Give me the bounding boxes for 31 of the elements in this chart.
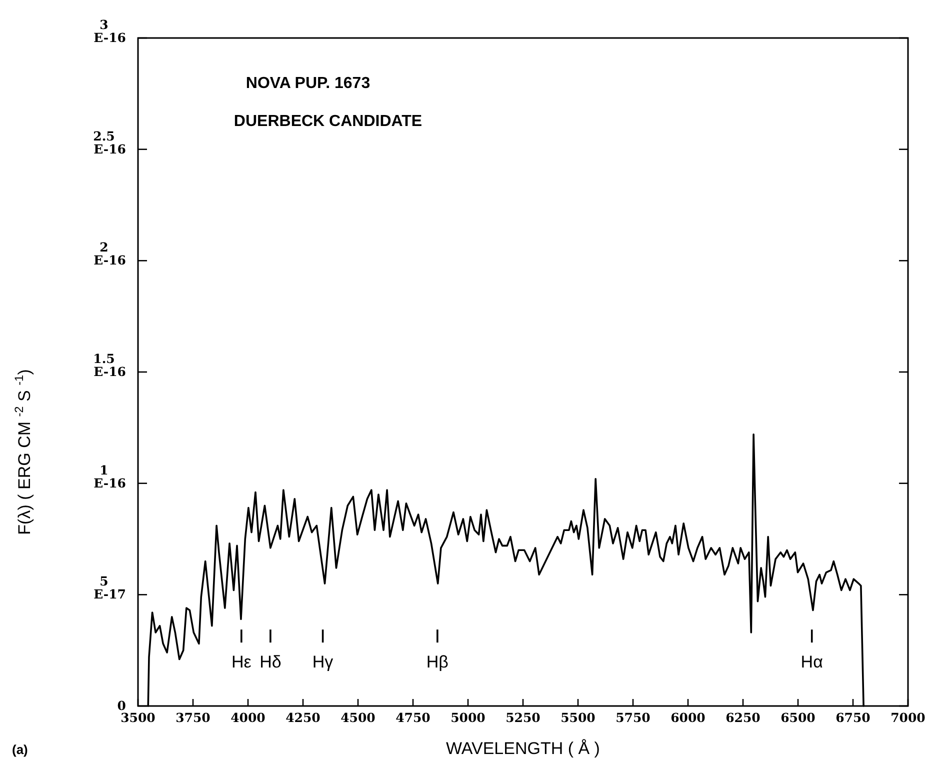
ref-line-label: Hε bbox=[231, 652, 252, 672]
ref-line-label: Hα bbox=[800, 652, 824, 672]
ref-line-label: Hβ bbox=[426, 652, 449, 672]
x-axis-title: WAVELENGTH ( Å ) bbox=[446, 739, 600, 758]
text: (a) bbox=[12, 742, 28, 757]
x-tick-label: 6250 bbox=[726, 710, 761, 725]
x-tick-label: 5000 bbox=[450, 710, 486, 725]
x-tick-label: 7000 bbox=[890, 710, 926, 725]
ref-line-label: Hγ bbox=[312, 652, 334, 672]
x-tick-label: 6000 bbox=[670, 710, 706, 725]
x-tick-label: 4750 bbox=[396, 710, 431, 725]
x-tick-label: 6500 bbox=[780, 710, 816, 725]
y-tick-label: 5E-17 bbox=[94, 574, 126, 602]
y-tick-label: 1.5E-16 bbox=[93, 351, 126, 379]
y-tick-label: 1E-16 bbox=[94, 462, 126, 490]
x-tick-label: 3500 bbox=[120, 710, 156, 725]
x-tick-label: 6750 bbox=[836, 710, 871, 725]
x-tick-label: 5750 bbox=[616, 710, 651, 725]
x-tick-label: 4500 bbox=[340, 710, 376, 725]
text: NOVA PUP. 1673 bbox=[246, 75, 370, 92]
ref-line-label: Hδ bbox=[260, 652, 282, 672]
x-tick-label: 3750 bbox=[176, 710, 211, 725]
x-tick-label: 4250 bbox=[286, 710, 321, 725]
text: DUERBECK CANDIDATE bbox=[234, 113, 422, 130]
y-tick-label: 3E-16 bbox=[94, 17, 126, 45]
x-tick-label: 5250 bbox=[506, 710, 541, 725]
y-tick-label: 2E-16 bbox=[94, 240, 126, 268]
x-tick-label: 4000 bbox=[230, 710, 266, 725]
x-tick-label: 5500 bbox=[560, 710, 596, 725]
y-tick-label: 0 bbox=[117, 698, 126, 713]
y-tick-label: 2.5E-16 bbox=[93, 128, 126, 156]
